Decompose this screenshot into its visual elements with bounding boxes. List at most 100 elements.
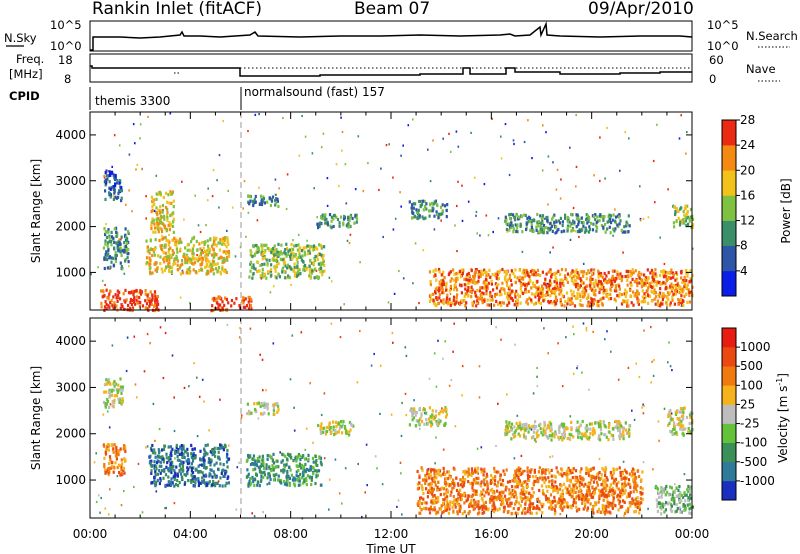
range-gate-cell — [578, 292, 581, 296]
range-gate-cell — [285, 482, 288, 486]
range-gate-cell — [223, 474, 226, 478]
range-gate-cell — [165, 456, 168, 460]
backscatter-speckle — [326, 204, 329, 207]
range-gate-cell — [268, 465, 271, 469]
range-gate-cell — [620, 477, 623, 481]
range-gate-cell — [110, 235, 114, 239]
range-gate-cell — [674, 292, 677, 296]
freq-tick-top-right: 60 — [709, 53, 724, 67]
range-gate-cell — [588, 217, 591, 221]
range-gate-cell — [294, 457, 297, 461]
range-gate-cell — [225, 255, 229, 259]
range-gate-cell — [548, 281, 551, 285]
range-gate-cell — [577, 215, 580, 219]
range-gate-cell — [495, 276, 498, 280]
range-gate-cell — [263, 405, 266, 409]
range-gate-cell — [540, 221, 543, 226]
range-gate-cell — [476, 470, 479, 474]
range-gate-cell — [157, 254, 160, 258]
range-gate-cell — [308, 268, 311, 273]
range-gate-cell — [174, 257, 177, 261]
range-gate-cell — [536, 212, 539, 217]
range-gate-cell — [321, 273, 324, 277]
range-gate-cell — [247, 472, 250, 476]
backscatter-speckle — [219, 398, 221, 401]
range-gate-cell — [412, 211, 415, 215]
range-gate-cell — [191, 237, 194, 241]
range-gate-cell — [586, 499, 589, 503]
range-gate-cell — [108, 240, 111, 244]
range-gate-cell — [423, 204, 427, 208]
range-gate-cell — [115, 181, 118, 185]
range-gate-cell — [628, 493, 631, 497]
range-gate-cell — [688, 290, 691, 294]
range-gate-cell — [468, 278, 471, 282]
cpid-segment-1: themis 3300 — [95, 94, 170, 108]
range-gate-cell — [547, 468, 550, 472]
range-gate-cell — [112, 470, 115, 474]
range-gate-cell — [661, 298, 664, 302]
range-gate-cell — [161, 270, 164, 274]
range-gate-cell — [293, 244, 296, 248]
backscatter-speckle — [476, 447, 479, 450]
range-gate-cell — [314, 460, 317, 464]
range-gate-cell — [569, 471, 572, 475]
range-gate-cell — [162, 460, 165, 464]
range-gate-cell — [528, 219, 531, 223]
range-gate-cell — [133, 297, 136, 301]
range-gate-cell — [590, 495, 593, 499]
range-gate-cell — [553, 280, 556, 284]
range-gate-cell — [319, 427, 322, 431]
backscatter-speckle — [103, 174, 105, 178]
range-gate-cell — [494, 272, 497, 276]
range-gate-cell — [575, 279, 578, 283]
range-gate-cell — [272, 468, 275, 472]
range-gate-cell — [638, 270, 641, 275]
range-gate-cell — [510, 226, 513, 230]
range-gate-cell — [477, 279, 480, 283]
range-gate-cell — [119, 377, 122, 381]
range-gate-cell — [607, 505, 610, 509]
range-gate-cell — [521, 230, 524, 234]
range-gate-cell — [242, 298, 245, 303]
range-gate-cell — [655, 295, 658, 299]
range-gate-cell — [600, 510, 603, 514]
range-gate-cell — [435, 476, 438, 480]
range-gate-cell — [191, 475, 194, 479]
backscatter-speckle — [650, 326, 652, 329]
backscatter-speckle — [125, 369, 128, 373]
range-gate-cell — [219, 462, 222, 466]
range-gate-cell — [666, 278, 669, 282]
range-gate-cell — [268, 454, 271, 458]
range-gate-cell — [123, 457, 126, 461]
range-gate-cell — [181, 465, 184, 469]
y-tick-label: 4000 — [55, 128, 86, 142]
range-gate-cell — [587, 230, 591, 234]
range-gate-cell — [169, 224, 172, 228]
range-gate-cell — [298, 462, 301, 466]
range-gate-cell — [623, 500, 626, 504]
range-gate-cell — [553, 272, 557, 276]
range-gate-cell — [581, 270, 584, 274]
range-gate-cell — [505, 227, 508, 232]
range-gate-cell — [148, 304, 151, 308]
range-gate-cell — [421, 215, 424, 219]
range-gate-cell — [498, 301, 501, 305]
range-gate-cell — [304, 263, 307, 268]
range-gate-cell — [167, 265, 170, 269]
range-gate-cell — [567, 466, 570, 470]
range-gate-cell — [691, 217, 695, 221]
range-gate-cell — [211, 448, 214, 452]
range-gate-cell — [214, 242, 217, 246]
range-gate-cell — [664, 274, 667, 278]
range-gate-cell — [271, 258, 274, 262]
backscatter-speckle — [536, 500, 539, 503]
range-gate-cell — [121, 388, 124, 392]
range-gate-cell — [567, 472, 570, 476]
range-gate-cell — [637, 292, 641, 296]
range-gate-cell — [502, 510, 505, 514]
range-gate-cell — [104, 232, 107, 237]
range-gate-cell — [158, 481, 161, 486]
range-gate-cell — [132, 293, 135, 297]
range-gate-cell — [603, 289, 606, 293]
